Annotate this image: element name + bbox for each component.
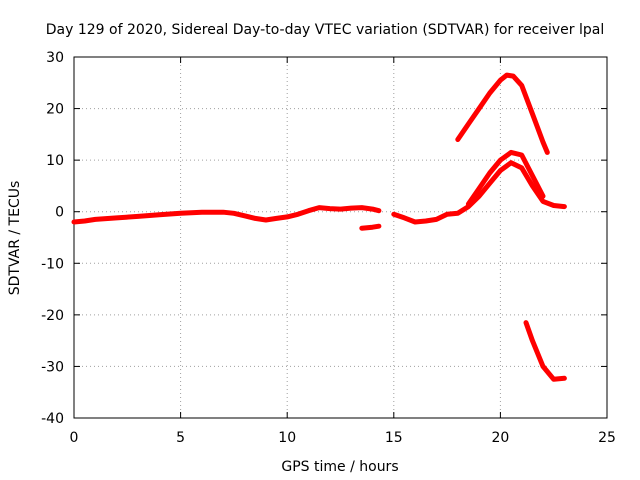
x-axis-label: GPS time / hours [281, 459, 398, 475]
x-tick-label: 5 [176, 430, 185, 446]
y-tick-label: 0 [55, 205, 64, 221]
axis-ticks: 0 5 10 15 20 25 -40 -30 -20 -10 0 10 20 30 [41, 50, 616, 446]
y-tick-label: -20 [41, 308, 64, 324]
series-short-segment [359, 223, 382, 231]
series-afternoon-trace-2 [465, 149, 546, 207]
grid [74, 57, 607, 418]
x-tick-label: 25 [598, 430, 616, 446]
series-upper-arc [455, 72, 550, 155]
y-tick-label: 10 [46, 153, 64, 169]
x-tick-label: 20 [491, 430, 509, 446]
y-tick-label: -40 [41, 411, 64, 427]
y-axis-label: SDTVAR / TECUs [7, 181, 23, 296]
y-tick-label: 30 [46, 50, 64, 66]
series-group [71, 72, 567, 382]
series-main-trace [71, 205, 382, 225]
x-tick-label: 15 [385, 430, 403, 446]
plot-frame [73, 56, 608, 419]
chart-title: Day 129 of 2020, Sidereal Day-to-day VTE… [46, 22, 604, 38]
y-tick-label: -30 [41, 359, 64, 375]
x-tick-label: 10 [278, 430, 296, 446]
y-tick-label: -10 [41, 256, 64, 272]
series-lower-arc [523, 320, 567, 382]
y-tick-label: 20 [46, 102, 64, 118]
x-tick-label: 0 [70, 430, 79, 446]
series-afternoon-trace [391, 160, 567, 225]
